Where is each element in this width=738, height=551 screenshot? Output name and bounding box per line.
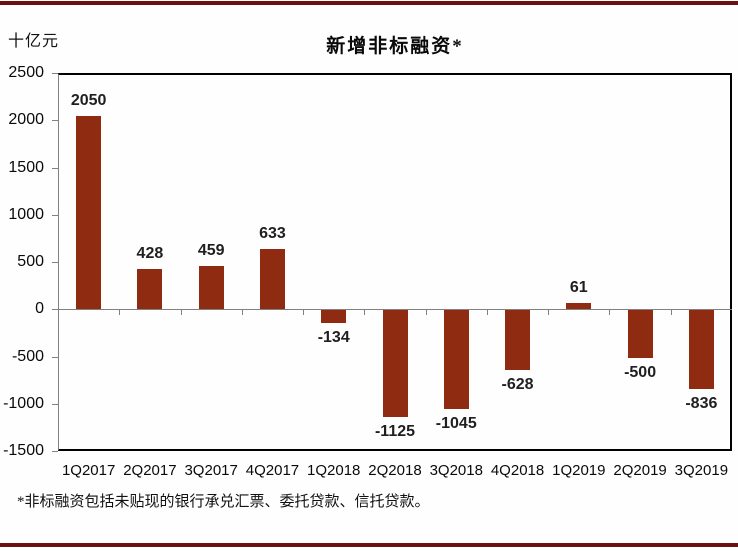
x-axis-label-2q2018: 2Q2018 [368,462,422,479]
y-axis-tick-mark [52,309,58,311]
bar-value-label-1q2018: -134 [317,328,350,346]
chart-footnote: *非标融资包括未贴现的银行承兑汇票、委托贷款、信托贷款。 [17,494,430,510]
bar-3q2017 [198,265,224,310]
y-axis-tick-mark [52,73,58,74]
bar-2q2019 [627,310,653,358]
bar-2q2017 [137,268,163,310]
bar-1q2019 [566,303,592,310]
bar-value-label-3q2019: -836 [685,395,718,413]
bar-4q2017 [259,249,285,310]
x-axis-label-3q2017: 3Q2017 [184,462,238,479]
category-axis-tick-mark [241,309,243,316]
bar-1q2018 [321,310,347,323]
top-rule-divider [0,1,738,5]
bar-value-label-4q2018: -628 [501,375,534,393]
category-axis-tick-mark [609,309,611,316]
y-axis-unit-label: 十亿元 [8,33,60,50]
bar-value-label-1q2017: 2050 [70,91,107,109]
category-axis-tick-mark [303,309,305,316]
bar-3q2018 [443,310,469,409]
bar-value-label-2q2018: -1125 [374,422,416,440]
y-axis-tick-label: 500 [17,253,44,270]
y-axis-tick-label: 0 [35,300,44,318]
x-axis-label-2q2017: 2Q2017 [123,462,177,479]
y-axis-tick-label: -1500 [3,442,44,459]
category-axis-tick-mark [425,309,427,316]
x-axis-label-1q2017: 1Q2017 [61,462,116,479]
bar-value-label-2q2017: 428 [136,244,164,262]
y-axis-tick-label: 2000 [8,111,44,129]
x-axis-label-4q2017: 4Q2017 [245,462,300,479]
x-axis-label-3q2018: 3Q2018 [429,462,483,479]
bar-value-label-4q2017: 633 [259,225,286,243]
x-axis-label-2q2019: 2Q2019 [613,462,667,479]
chart-title: 新增非标融资* [326,36,464,57]
y-axis-tick-label: 2500 [8,64,44,81]
x-axis-label-4q2018: 4Q2018 [490,462,545,479]
bar-1q2017 [76,115,102,310]
y-axis-tick-mark [52,403,58,405]
bar-value-label-1q2019: 61 [569,279,588,297]
y-axis-tick-mark [52,451,58,452]
category-axis-tick-mark [548,309,550,316]
category-axis-tick-mark [364,309,366,316]
category-axis-tick-mark [486,309,488,316]
bar-3q2019 [688,310,714,390]
y-axis-tick-label: -500 [11,347,44,365]
y-axis-tick-mark [52,262,58,263]
y-axis-tick-label: -1000 [3,394,44,412]
x-axis-label-1q2019: 1Q2019 [552,462,606,479]
category-axis-tick-mark [119,309,121,316]
x-axis-label-1q2018: 1Q2018 [307,462,361,479]
bar-4q2018 [505,310,531,370]
zero-axis-line [58,309,732,311]
y-axis-tick-mark [52,120,58,122]
y-axis-tick-label: 1500 [8,158,44,176]
y-axis-tick-mark [52,214,58,216]
category-axis-tick-mark [670,309,672,316]
y-axis-tick-label: 1000 [8,205,44,223]
bar-value-label-3q2017: 459 [197,241,225,259]
y-axis-tick-mark [52,167,58,169]
category-axis-tick-mark [180,309,182,316]
bar-value-label-2q2019: -500 [624,363,657,381]
bar-2q2018 [382,310,408,417]
y-axis-tick-mark [52,356,58,358]
bottom-rule-divider [0,543,738,547]
x-axis-label-3q2019: 3Q2019 [674,462,729,479]
bar-value-label-3q2018: -1045 [435,415,477,432]
